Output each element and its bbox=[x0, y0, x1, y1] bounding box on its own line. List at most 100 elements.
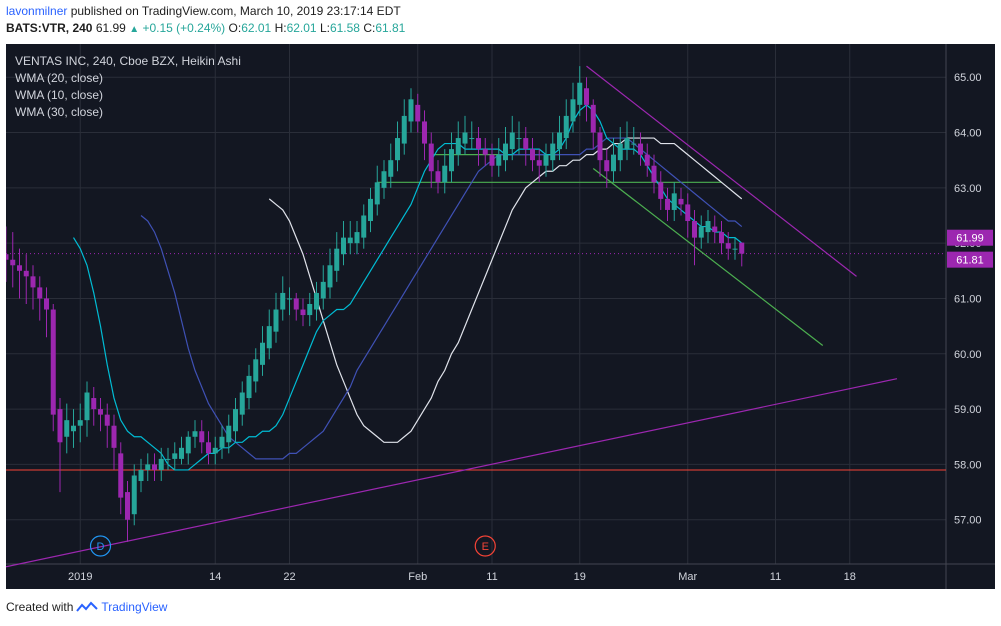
x-tick-label: 19 bbox=[574, 571, 586, 583]
candle-body bbox=[253, 359, 259, 382]
candle-body bbox=[145, 464, 151, 470]
candle-body bbox=[131, 475, 137, 515]
publish-text: published on TradingView.com, March 10, … bbox=[70, 4, 401, 18]
candle-body bbox=[435, 171, 441, 183]
author-link[interactable]: lavonmilner bbox=[6, 4, 68, 18]
candle-body bbox=[347, 237, 353, 244]
candle-body bbox=[422, 121, 427, 144]
publish-info: lavonmilner published on TradingView.com… bbox=[6, 4, 401, 18]
candle-body bbox=[489, 154, 495, 166]
candle-body bbox=[84, 392, 90, 421]
x-tick-label: 2019 bbox=[68, 571, 92, 583]
symbol-label: BATS:VTR, 240 bbox=[6, 21, 93, 35]
footer: Created with TradingView bbox=[6, 600, 167, 614]
candle-body bbox=[179, 447, 184, 459]
candle-body bbox=[91, 398, 97, 410]
candle-body bbox=[37, 287, 43, 299]
candle-body bbox=[239, 392, 245, 415]
candle-body bbox=[509, 132, 515, 150]
candle-body bbox=[611, 154, 616, 172]
purple-resistance-trendline bbox=[586, 65, 857, 277]
candle-body bbox=[77, 420, 83, 426]
candle-body bbox=[327, 265, 333, 288]
candle-body bbox=[165, 458, 171, 460]
candle-body bbox=[692, 221, 697, 238]
x-tick-label: 22 bbox=[283, 571, 295, 583]
candle-body bbox=[185, 436, 191, 454]
candle-body bbox=[219, 436, 225, 448]
candle-body bbox=[10, 259, 16, 266]
x-tick-label: 11 bbox=[486, 571, 497, 583]
candle-body bbox=[158, 458, 164, 470]
candle-body bbox=[287, 298, 292, 300]
candle-body bbox=[442, 165, 448, 183]
candle-body bbox=[260, 342, 265, 365]
candle-body bbox=[334, 248, 340, 271]
green-channel-trendline bbox=[592, 167, 824, 346]
candle-body bbox=[388, 160, 394, 177]
y-tick-label: 64.00 bbox=[954, 128, 982, 140]
price-label-box bbox=[947, 229, 993, 246]
purple-support-trendline bbox=[6, 378, 898, 568]
up-arrow-icon: ▲ bbox=[129, 24, 140, 35]
y-tick-label: 59.00 bbox=[954, 404, 982, 416]
x-tick-label: Feb bbox=[408, 571, 427, 583]
candle-body bbox=[152, 464, 157, 470]
ohlc-bar: BATS:VTR, 240 61.99 ▲ +0.15 (+0.24%) O:6… bbox=[6, 21, 405, 35]
legend-wma-30[interactable]: WMA (30, close) bbox=[15, 105, 104, 119]
candle-body bbox=[631, 143, 637, 145]
candle-body bbox=[530, 149, 535, 161]
candle-body bbox=[307, 304, 313, 316]
candle-body bbox=[543, 154, 549, 166]
candle-body bbox=[671, 193, 677, 210]
wma-30-line bbox=[268, 137, 743, 443]
candle-body bbox=[266, 326, 272, 349]
chart-legend: VENTAS INC, 240, Cboe BZX, Heikin Ashi W… bbox=[15, 53, 241, 121]
high-label: H: bbox=[274, 21, 287, 35]
candle-body bbox=[320, 281, 326, 299]
candle-body bbox=[172, 453, 178, 459]
candle-body bbox=[482, 149, 488, 155]
event-marker-e bbox=[474, 535, 496, 557]
candle-body bbox=[57, 409, 63, 443]
candle-body bbox=[523, 138, 529, 150]
candle-body bbox=[192, 431, 198, 437]
candle-body bbox=[314, 292, 319, 310]
y-tick-label: 60.00 bbox=[954, 349, 982, 361]
legend-wma-20[interactable]: WMA (20, close) bbox=[15, 71, 104, 85]
candle-body bbox=[678, 198, 684, 205]
candle-body bbox=[212, 447, 218, 454]
candle-body bbox=[712, 226, 718, 233]
legend-wma-10[interactable]: WMA (10, close) bbox=[15, 88, 104, 102]
event-label: D bbox=[97, 541, 105, 553]
candle-body bbox=[739, 242, 745, 254]
candle-body bbox=[401, 115, 407, 144]
event-label: E bbox=[482, 541, 489, 553]
candle-body bbox=[732, 248, 738, 250]
candle-body bbox=[368, 198, 373, 222]
candle-body bbox=[604, 160, 610, 172]
wma-10-line bbox=[72, 104, 743, 471]
candle-body bbox=[30, 276, 36, 288]
candle-body bbox=[570, 99, 576, 122]
x-tick-label: 11 bbox=[770, 571, 781, 583]
candle-body bbox=[280, 292, 286, 310]
candle-body bbox=[597, 132, 603, 161]
event-marker-d bbox=[89, 535, 112, 557]
candle-body bbox=[644, 154, 650, 166]
candle-body bbox=[577, 82, 583, 105]
high-value: 62.01 bbox=[286, 21, 317, 35]
candle-body bbox=[125, 492, 130, 520]
price-label-box bbox=[947, 251, 993, 268]
tradingview-link[interactable]: TradingView bbox=[101, 600, 168, 614]
last-price: 61.99 bbox=[95, 21, 126, 35]
chart-pane[interactable]: 65.0064.0063.0062.0061.0060.0059.0058.00… bbox=[6, 44, 995, 589]
candle-body bbox=[374, 182, 380, 205]
candle-body bbox=[638, 143, 643, 155]
candle-body bbox=[273, 309, 279, 332]
open-value: 62.01 bbox=[241, 21, 272, 35]
candle-body bbox=[354, 232, 360, 244]
price-chart[interactable]: 65.0064.0063.0062.0061.0060.0059.0058.00… bbox=[6, 44, 995, 589]
y-tick-label: 58.00 bbox=[954, 459, 982, 471]
candle-body bbox=[462, 132, 468, 144]
